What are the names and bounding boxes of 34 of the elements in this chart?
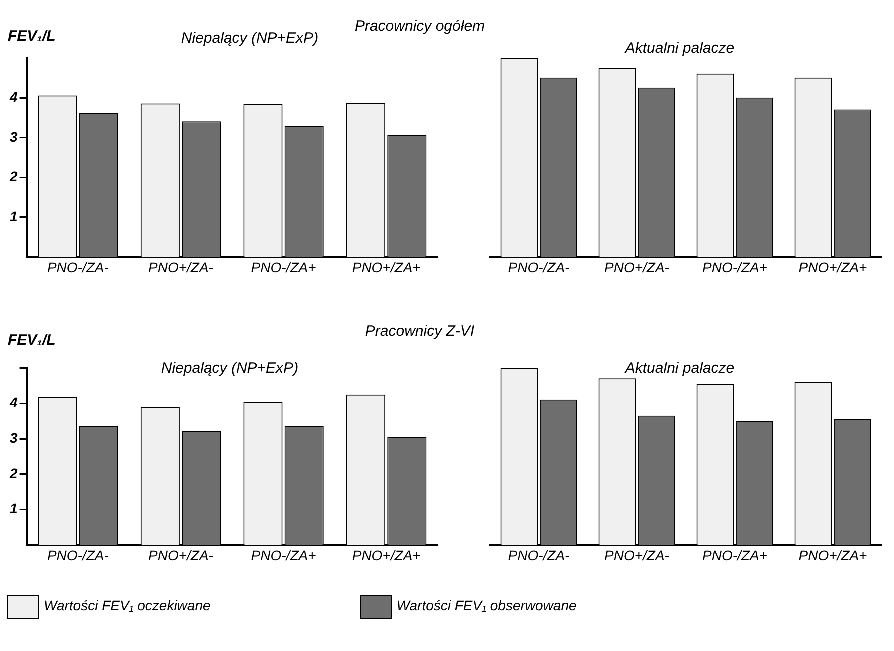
legend-label: Wartości FEV₁ oczekiwane [44, 598, 211, 614]
x-tick-label: PNO-/ZA+ [702, 259, 768, 276]
x-tick-label: PNO-/ZA- [508, 259, 570, 276]
legend-label: Wartości FEV₁ obserwowane [396, 598, 577, 614]
x-tick-label: PNO+/ZA+ [798, 547, 868, 564]
x-tick-label: PNO-/ZA+ [251, 259, 316, 276]
x-tick-label: PNO-/ZA+ [702, 547, 768, 564]
x-tick-label: PNO+/ZA+ [798, 259, 868, 276]
chart-subtitle: Niepalący (NP+ExP) [161, 360, 299, 377]
chart-subtitle: Aktualni palacze [625, 360, 735, 377]
x-tick-label: PNO-/ZA+ [251, 547, 316, 564]
y-tick-label: 2 [8, 168, 18, 185]
y-tick-label: 1 [10, 208, 18, 224]
chart-subtitle: Niepalący (NP+ExP) [181, 30, 319, 47]
chart-title: Pracownicy Z-VI [365, 323, 475, 340]
y-tick-label: 4 [8, 394, 18, 411]
chart-title: Pracownicy ogółem [354, 18, 486, 35]
x-tick-label: PNO+/ZA- [604, 259, 670, 276]
x-tick-label: PNO+/ZA+ [352, 259, 421, 276]
x-tick-label: PNO+/ZA- [148, 259, 214, 276]
y-tick-label: 4 [8, 89, 18, 106]
y-tick-label: 3 [10, 430, 18, 446]
y-tick-label: 2 [8, 465, 18, 482]
x-tick-label: PNO-/ZA- [47, 259, 110, 276]
x-tick-label: PNO+/ZA- [148, 547, 214, 564]
chart-subtitle: Aktualni palacze [625, 40, 735, 57]
y-tick-label: 3 [10, 128, 18, 145]
y-tick-label: 1 [10, 500, 18, 517]
y-axis-title: FEV₁/L [8, 28, 56, 45]
x-tick-label: PNO+/ZA- [604, 547, 670, 564]
x-tick-label: PNO-/ZA- [47, 547, 110, 564]
x-tick-label: PNO-/ZA- [508, 547, 570, 564]
x-tick-label: PNO+/ZA+ [352, 547, 421, 564]
y-axis-title: FEV₁/L [8, 332, 56, 349]
